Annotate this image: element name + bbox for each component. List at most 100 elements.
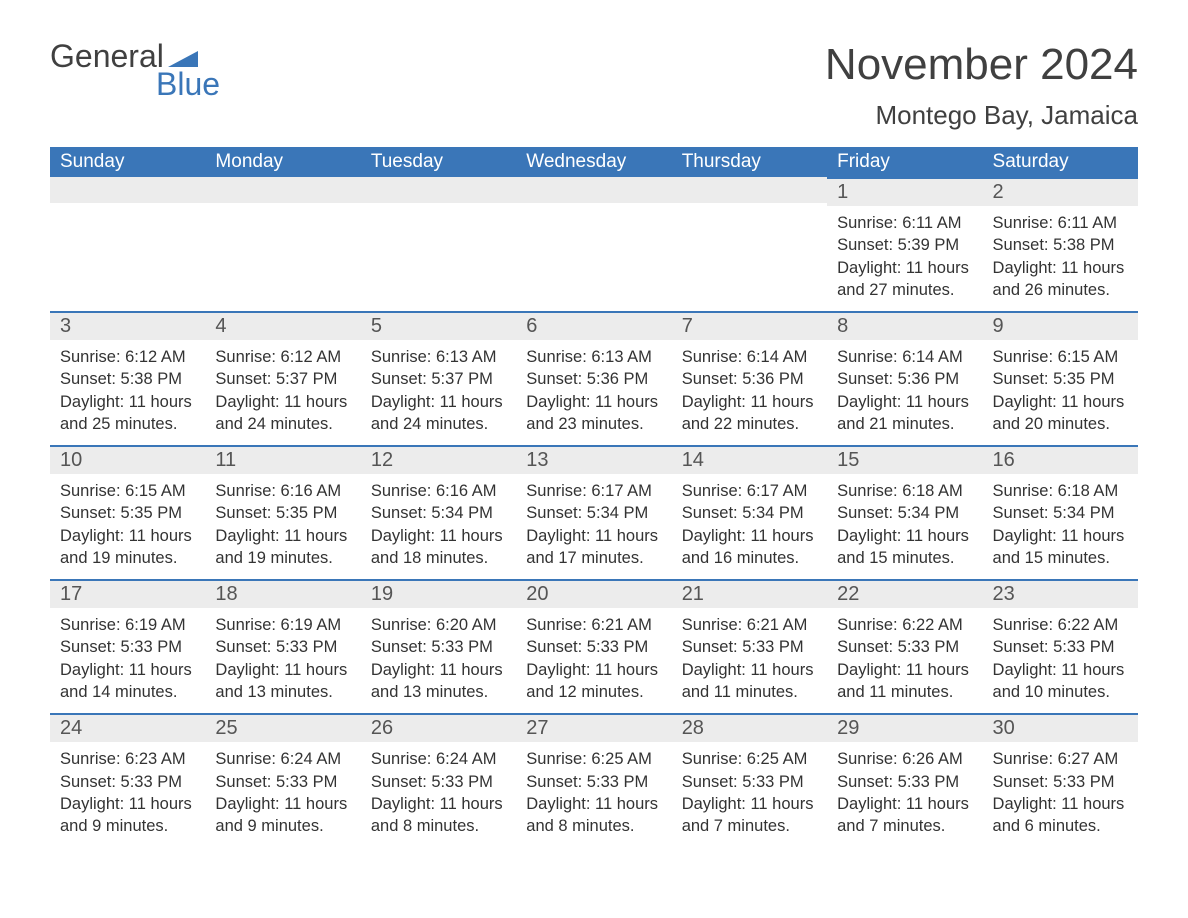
weekday-header: Sunday [50,147,205,177]
daylight-line: Daylight: 11 hours and 12 minutes. [526,659,661,704]
calendar-day-cell: 3Sunrise: 6:12 AMSunset: 5:38 PMDaylight… [50,311,205,445]
calendar-day-cell: 27Sunrise: 6:25 AMSunset: 5:33 PMDayligh… [516,713,671,847]
daylight-line: Daylight: 11 hours and 10 minutes. [993,659,1128,704]
day-details: Sunrise: 6:12 AMSunset: 5:38 PMDaylight:… [50,340,205,445]
sunset-line: Sunset: 5:34 PM [371,502,506,524]
calendar-day-cell: 5Sunrise: 6:13 AMSunset: 5:37 PMDaylight… [361,311,516,445]
sunset-line: Sunset: 5:33 PM [60,636,195,658]
calendar-day-cell: 14Sunrise: 6:17 AMSunset: 5:34 PMDayligh… [672,445,827,579]
calendar-table: SundayMondayTuesdayWednesdayThursdayFrid… [50,147,1138,847]
calendar-day-cell: 25Sunrise: 6:24 AMSunset: 5:33 PMDayligh… [205,713,360,847]
day-details: Sunrise: 6:16 AMSunset: 5:34 PMDaylight:… [361,474,516,579]
day-details: Sunrise: 6:22 AMSunset: 5:33 PMDaylight:… [827,608,982,713]
sunrise-line: Sunrise: 6:11 AM [837,212,972,234]
daylight-line: Daylight: 11 hours and 13 minutes. [215,659,350,704]
calendar-day-cell: 19Sunrise: 6:20 AMSunset: 5:33 PMDayligh… [361,579,516,713]
weekday-header: Wednesday [516,147,671,177]
calendar-day-cell: 15Sunrise: 6:18 AMSunset: 5:34 PMDayligh… [827,445,982,579]
day-number: 7 [672,311,827,340]
sunrise-line: Sunrise: 6:17 AM [682,480,817,502]
calendar-day-cell: 20Sunrise: 6:21 AMSunset: 5:33 PMDayligh… [516,579,671,713]
sunset-line: Sunset: 5:34 PM [526,502,661,524]
calendar-day-cell [205,177,360,311]
sunrise-line: Sunrise: 6:16 AM [215,480,350,502]
sunrise-line: Sunrise: 6:22 AM [837,614,972,636]
daylight-line: Daylight: 11 hours and 24 minutes. [215,391,350,436]
sunrise-line: Sunrise: 6:14 AM [682,346,817,368]
day-details: Sunrise: 6:19 AMSunset: 5:33 PMDaylight:… [50,608,205,713]
day-details: Sunrise: 6:17 AMSunset: 5:34 PMDaylight:… [516,474,671,579]
calendar-week-row: 10Sunrise: 6:15 AMSunset: 5:35 PMDayligh… [50,445,1138,579]
day-number: 19 [361,579,516,608]
calendar-week-row: 3Sunrise: 6:12 AMSunset: 5:38 PMDaylight… [50,311,1138,445]
sunrise-line: Sunrise: 6:20 AM [371,614,506,636]
daylight-line: Daylight: 11 hours and 24 minutes. [371,391,506,436]
day-number: 3 [50,311,205,340]
page-header: General Blue November 2024 Montego Bay, … [50,40,1138,131]
day-number: 4 [205,311,360,340]
sunset-line: Sunset: 5:33 PM [526,771,661,793]
daylight-line: Daylight: 11 hours and 8 minutes. [371,793,506,838]
day-details: Sunrise: 6:27 AMSunset: 5:33 PMDaylight:… [983,742,1138,847]
day-number: 25 [205,713,360,742]
daylight-line: Daylight: 11 hours and 16 minutes. [682,525,817,570]
calendar-day-cell: 11 Sunrise: 6:16 AMSunset: 5:35 PMDayligh… [205,445,360,579]
day-details: Sunrise: 6:25 AMSunset: 5:33 PMDaylight:… [672,742,827,847]
daylight-line: Daylight: 11 hours and 19 minutes. [215,525,350,570]
day-number: 26 [361,713,516,742]
sunset-line: Sunset: 5:39 PM [837,234,972,256]
sunrise-line: Sunrise: 6:22 AM [993,614,1128,636]
sunset-line: Sunset: 5:33 PM [682,771,817,793]
sunrise-line: Sunrise: 6:18 AM [993,480,1128,502]
day-number: 16 [983,445,1138,474]
sunset-line: Sunset: 5:38 PM [60,368,195,390]
weekday-header: Thursday [672,147,827,177]
calendar-day-cell: 13Sunrise: 6:17 AMSunset: 5:34 PMDayligh… [516,445,671,579]
sunset-line: Sunset: 5:37 PM [371,368,506,390]
day-details: Sunrise: 6:21 AMSunset: 5:33 PMDaylight:… [516,608,671,713]
empty-daynum [50,177,205,203]
day-details: Sunrise: 6:22 AMSunset: 5:33 PMDaylight:… [983,608,1138,713]
day-details: Sunrise: 6:14 AMSunset: 5:36 PMDaylight:… [827,340,982,445]
calendar-day-cell: 2Sunrise: 6:11 AMSunset: 5:38 PMDaylight… [983,177,1138,311]
calendar-day-cell: 7Sunrise: 6:14 AMSunset: 5:36 PMDaylight… [672,311,827,445]
sunset-line: Sunset: 5:37 PM [215,368,350,390]
day-details: Sunrise: 6:19 AMSunset: 5:33 PMDaylight:… [205,608,360,713]
daylight-line: Daylight: 11 hours and 13 minutes. [371,659,506,704]
sunrise-line: Sunrise: 6:25 AM [526,748,661,770]
daylight-line: Daylight: 11 hours and 19 minutes. [60,525,195,570]
sunrise-line: Sunrise: 6:13 AM [526,346,661,368]
calendar-day-cell: 12Sunrise: 6:16 AMSunset: 5:34 PMDayligh… [361,445,516,579]
day-number: 27 [516,713,671,742]
sunrise-line: Sunrise: 6:23 AM [60,748,195,770]
sunrise-line: Sunrise: 6:17 AM [526,480,661,502]
daylight-line: Daylight: 11 hours and 9 minutes. [215,793,350,838]
sunset-line: Sunset: 5:33 PM [60,771,195,793]
weekday-header: Monday [205,147,360,177]
sunset-line: Sunset: 5:33 PM [215,771,350,793]
sunrise-line: Sunrise: 6:24 AM [371,748,506,770]
sunset-line: Sunset: 5:35 PM [215,502,350,524]
logo-word-general: General [50,40,164,72]
sunrise-line: Sunrise: 6:26 AM [837,748,972,770]
daylight-line: Daylight: 11 hours and 22 minutes. [682,391,817,436]
day-details: Sunrise: 6:14 AMSunset: 5:36 PMDaylight:… [672,340,827,445]
day-number: 1 [827,177,982,206]
sunset-line: Sunset: 5:34 PM [837,502,972,524]
calendar-day-cell [672,177,827,311]
daylight-line: Daylight: 11 hours and 6 minutes. [993,793,1128,838]
sunset-line: Sunset: 5:33 PM [993,771,1128,793]
daylight-line: Daylight: 11 hours and 9 minutes. [60,793,195,838]
day-number: 11 [205,445,360,474]
day-details: Sunrise: 6:17 AMSunset: 5:34 PMDaylight:… [672,474,827,579]
calendar-week-row: 1 Sunrise: 6:11 AMSunset: 5:39 PMDaylight… [50,177,1138,311]
logo: General Blue [50,40,220,100]
daylight-line: Daylight: 11 hours and 27 minutes. [837,257,972,302]
daylight-line: Daylight: 11 hours and 14 minutes. [60,659,195,704]
day-number: 30 [983,713,1138,742]
sunset-line: Sunset: 5:33 PM [215,636,350,658]
sunrise-line: Sunrise: 6:15 AM [993,346,1128,368]
sunrise-line: Sunrise: 6:18 AM [837,480,972,502]
sunrise-line: Sunrise: 6:25 AM [682,748,817,770]
day-number: 6 [516,311,671,340]
